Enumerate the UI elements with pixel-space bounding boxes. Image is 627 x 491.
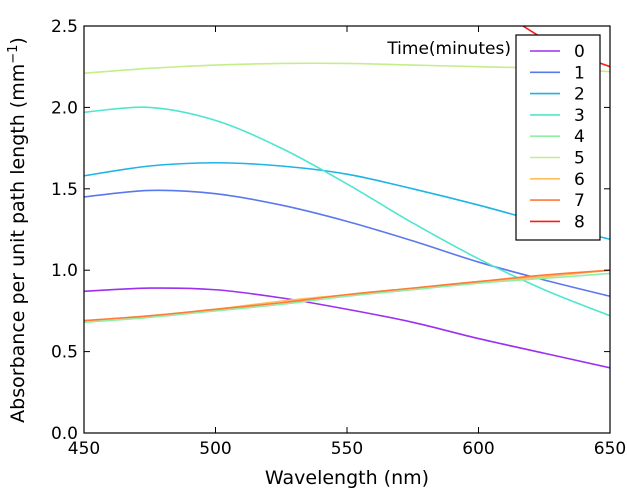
legend-label: 2 — [574, 85, 585, 105]
legend-label: 5 — [574, 149, 585, 169]
legend-label: 3 — [574, 106, 585, 126]
legend-box — [515, 34, 601, 241]
series-line-1 — [84, 189, 610, 298]
x-tick-label: 450 — [68, 439, 100, 459]
legend-entry-5: 5 — [530, 149, 585, 169]
y-tick-label: 2.0 — [51, 98, 78, 118]
x-tick-label: 550 — [331, 439, 363, 459]
series-line-4 — [84, 272, 610, 324]
legend-entry-4: 4 — [530, 127, 585, 147]
legend-label: 6 — [574, 170, 585, 190]
y-axis-title: Absorbance per unit path length (mm−1) — [6, 37, 29, 423]
legend-entry-3: 3 — [530, 106, 585, 126]
legend-entry-6: 6 — [530, 170, 585, 190]
series-layer — [84, 26, 610, 369]
y-tick-label: 0.5 — [51, 343, 78, 363]
y-axis-title-superscript: −1 — [6, 45, 21, 64]
y-tick-label: 1.0 — [51, 261, 78, 281]
legend-entry-8: 8 — [530, 212, 585, 232]
x-tick-label: 500 — [199, 439, 231, 459]
legend-label: 7 — [574, 191, 585, 211]
series-line-3 — [84, 106, 610, 317]
legend-label: 1 — [574, 63, 585, 83]
y-tick-label: 2.5 — [51, 17, 78, 37]
x-tick-label: 650 — [594, 439, 626, 459]
y-tick-label: 1.5 — [51, 180, 78, 200]
legend-title: Time(minutes) — [386, 39, 511, 59]
series-line-0 — [84, 287, 610, 369]
x-axis-title: Wavelength (nm) — [265, 467, 429, 489]
y-axis-title-close: ) — [7, 37, 29, 44]
legend-entry-1: 1 — [530, 63, 585, 83]
x-tick-label: 600 — [462, 439, 494, 459]
legend-entry-7: 7 — [530, 191, 585, 211]
legend-entry-2: 2 — [530, 85, 585, 105]
y-axis-title-main: Absorbance per unit path length (mm — [7, 64, 29, 423]
legend-label: 8 — [574, 212, 585, 232]
y-tick-label: 0.0 — [51, 424, 78, 444]
legend-entry-0: 0 — [530, 42, 585, 62]
legend-label: 4 — [574, 127, 585, 147]
legend-label: 0 — [574, 42, 585, 62]
series-line-7 — [84, 269, 610, 322]
